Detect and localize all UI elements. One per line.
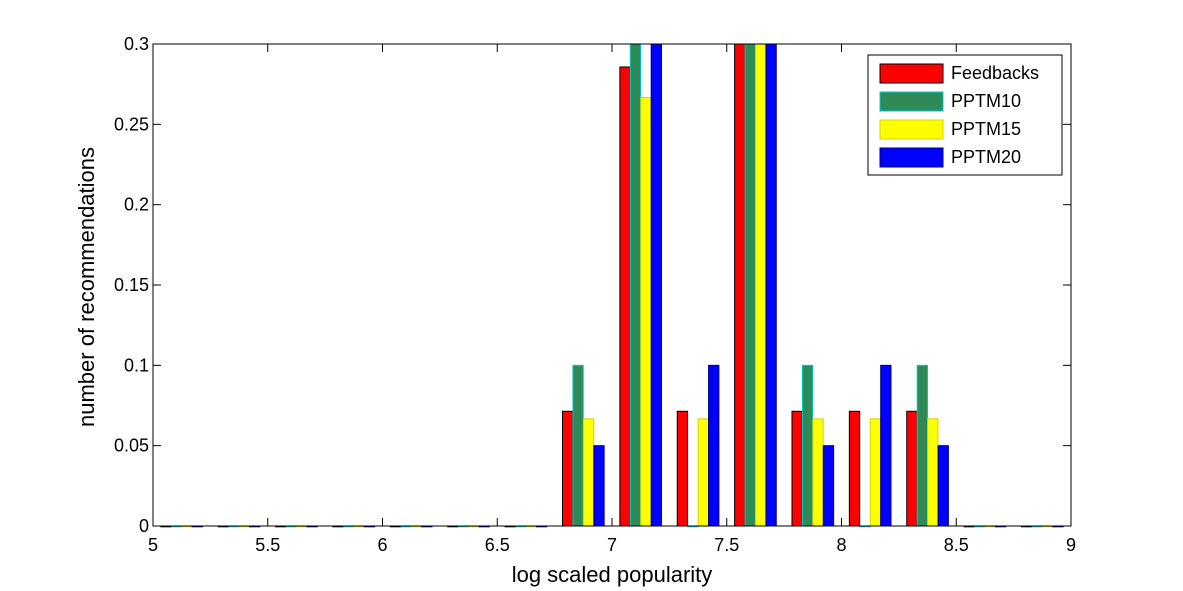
y-tick-label: 0.15 [114,275,149,295]
bars-layer [160,43,1064,528]
legend-label-feedbacks: Feedbacks [951,63,1039,83]
bar-pptm15-7 [582,418,595,527]
legend-swatch-pptm20 [879,147,944,168]
bar-feedbacks-7 [561,410,574,527]
bar-pptm20-11 [822,445,835,527]
legend-swatch-feedbacks [879,63,944,84]
x-tick-label: 9 [1066,535,1076,555]
bar-feedbacks-11 [791,410,803,527]
legend-label-pptm15: PPTM15 [951,119,1021,139]
y-tick-label: 0.05 [114,436,149,456]
bar-feedbacks-9 [676,410,689,527]
bar-feedbacks-10 [734,43,746,527]
legend-label-pptm10: PPTM10 [951,91,1021,111]
x-tick-label: 7.5 [714,535,739,555]
bar-pptm15-10 [754,43,767,527]
bar-pptm10-7 [572,364,584,527]
bar-pptm10-8 [629,43,642,527]
y-tick-label: 0.25 [114,114,149,134]
bar-pptm20-10 [765,43,777,527]
y-tick-label: 0.1 [124,355,149,375]
x-tick-label: 8 [836,535,846,555]
bar-feedbacks-13 [906,410,918,527]
x-tick-label: 5.5 [255,535,280,555]
bar-feedbacks-12 [848,410,861,527]
bar-pptm15-13 [927,418,939,527]
legend-swatch-pptm15 [879,119,944,140]
y-axis-title: number of recommendations [74,147,99,427]
x-tick-label: 8.5 [944,535,969,555]
bar-pptm10-13 [916,364,929,527]
bar-feedbacks-8 [619,66,631,527]
ticks-layer: 5 5.5 6 6.5 7 7.5 8 8.5 9 0 0.05 0.1 0.15 0.2 0.25 0.3 [114,34,1076,555]
x-tick-label: 6.5 [485,535,510,555]
y-tick-label: 0.2 [124,195,149,215]
legend: Feedbacks PPTM10 PPTM15 PPTM20 [867,54,1063,176]
bar-pptm15-12 [869,418,882,527]
bar-pptm20-13 [937,445,949,527]
bar-pptm15-11 [812,418,824,527]
x-tick-label: 5 [148,535,158,555]
bar-pptm15-8 [640,97,652,527]
bar-pptm20-8 [650,43,663,527]
bar-pptm20-12 [880,364,892,527]
bar-pptm10-10 [744,43,756,527]
x-tick-label: 6 [377,535,387,555]
bar-pptm20-9 [708,364,720,527]
x-tick-label: 7 [607,535,617,555]
legend-label-pptm20: PPTM20 [951,147,1021,167]
bar-pptm15-9 [697,418,709,527]
y-tick-label: 0 [139,516,149,536]
bar-pptm10-11 [801,364,814,527]
bar-pptm20-7 [593,445,605,527]
y-tick-label: 0.3 [124,34,149,54]
x-axis-title: log scaled popularity [512,562,713,587]
legend-swatch-pptm10 [879,91,944,112]
